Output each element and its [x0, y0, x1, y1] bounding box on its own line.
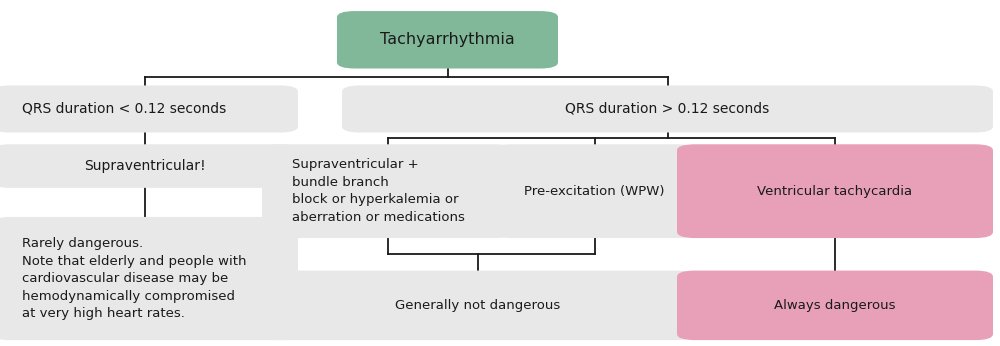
FancyBboxPatch shape	[0, 85, 298, 133]
FancyBboxPatch shape	[262, 144, 513, 238]
FancyBboxPatch shape	[677, 144, 993, 238]
FancyBboxPatch shape	[337, 11, 558, 69]
Text: Rarely dangerous.
Note that elderly and people with
cardiovascular disease may b: Rarely dangerous. Note that elderly and …	[22, 237, 246, 320]
FancyBboxPatch shape	[342, 85, 993, 133]
Text: Generally not dangerous: Generally not dangerous	[395, 299, 560, 312]
Text: Supraventricular +
bundle branch
block or hyperkalemia or
aberration or medicati: Supraventricular + bundle branch block o…	[292, 158, 465, 224]
Text: Ventricular tachycardia: Ventricular tachycardia	[757, 185, 913, 198]
Text: Always dangerous: Always dangerous	[774, 299, 896, 312]
FancyBboxPatch shape	[494, 144, 695, 238]
Text: Tachyarrhythmia: Tachyarrhythmia	[380, 32, 515, 47]
Text: Supraventricular!: Supraventricular!	[84, 159, 206, 173]
Text: Pre-excitation (WPW): Pre-excitation (WPW)	[524, 185, 665, 198]
FancyBboxPatch shape	[0, 144, 298, 188]
FancyBboxPatch shape	[677, 271, 993, 340]
FancyBboxPatch shape	[0, 217, 298, 340]
FancyBboxPatch shape	[262, 271, 693, 340]
Text: QRS duration > 0.12 seconds: QRS duration > 0.12 seconds	[565, 102, 770, 116]
Text: QRS duration < 0.12 seconds: QRS duration < 0.12 seconds	[22, 102, 226, 116]
